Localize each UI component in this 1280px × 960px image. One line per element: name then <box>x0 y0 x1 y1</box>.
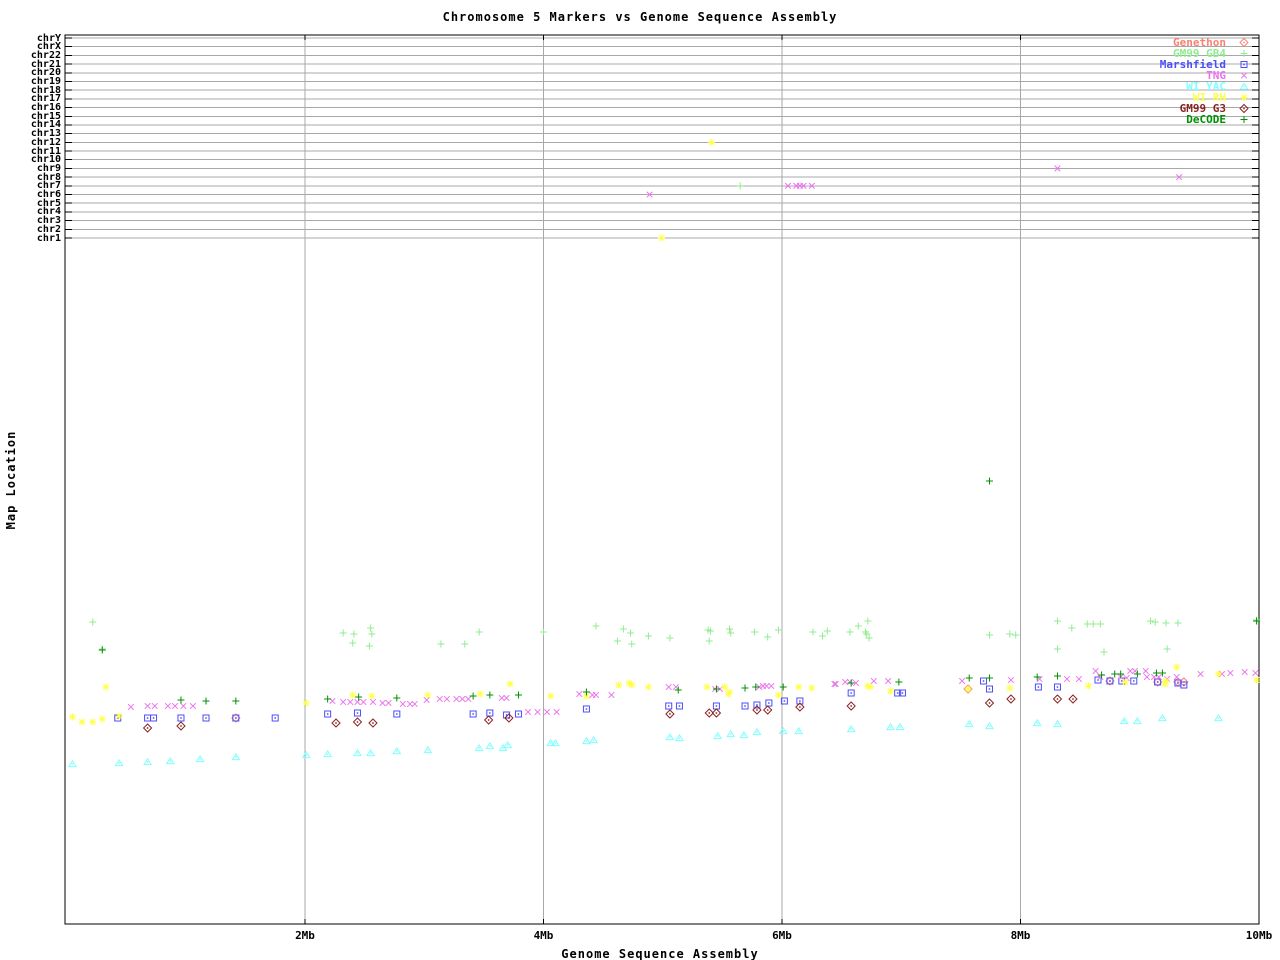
series-gm99-gb4 <box>89 182 1261 656</box>
legend-label: GM99 G3 <box>1179 102 1226 115</box>
x-tick-label: 6Mb <box>772 929 792 942</box>
y-tick-label: chr10 <box>30 154 61 166</box>
legend-entry: GM99 GB4 <box>1160 47 1250 60</box>
legend-entry: WI RH <box>1160 91 1250 104</box>
y-tick-label: chr2 <box>36 223 61 235</box>
series-wi-yac <box>67 713 1223 768</box>
y-tick-label: chr13 <box>30 128 61 140</box>
series-gm99-g3 <box>142 694 1078 733</box>
y-tick-label: chr20 <box>30 67 61 79</box>
y-tick-label: chr15 <box>30 110 61 122</box>
legend-label: GM99 GB4 <box>1173 47 1226 60</box>
y-tick-label: chr3 <box>36 215 61 227</box>
axis-ticks <box>65 35 1260 924</box>
chart-title: Chromosome 5 Markers vs Genome Sequence … <box>442 10 838 24</box>
legend-label: WI RH <box>1192 91 1226 104</box>
y-tick-label: chr4 <box>36 206 61 218</box>
legend-label: TNG <box>1206 69 1226 82</box>
x-tick-label: 4Mb <box>533 929 554 942</box>
y-tick-label: chr18 <box>30 84 61 96</box>
y-tick-label: chr17 <box>30 93 61 105</box>
gridlines <box>65 35 1259 924</box>
x-axis-title: Genome Sequence Assembly <box>561 947 759 960</box>
legend-label: Marshfield <box>1159 58 1226 71</box>
x-tick-label: 10Mb <box>1245 929 1273 942</box>
y-tick-label: chr16 <box>30 102 61 114</box>
y-tick-label: chr5 <box>36 197 61 209</box>
legend-label: DeCODE <box>1186 113 1226 126</box>
y-tick-label: chr22 <box>30 49 61 61</box>
x-tick-label: 8Mb <box>1010 929 1031 942</box>
y-tick-label: chr1 <box>36 232 61 244</box>
legend-entry: Marshfield <box>1159 58 1250 71</box>
plot-border <box>64 34 1260 925</box>
legend-marker-icon <box>1240 72 1248 79</box>
y-tick-label: chrX <box>36 41 61 53</box>
legend: Genethon GM99 GB4 Marshfield TNG WI YAC WI RH… <box>1159 36 1250 126</box>
y-tick-label: chr7 <box>36 180 61 192</box>
legend-marker-icon <box>1239 82 1249 90</box>
y-tick-label: chr12 <box>30 136 61 148</box>
x-tick-label: 2Mb <box>295 929 315 942</box>
legend-marker-icon <box>1239 103 1249 114</box>
legend-marker-icon <box>1240 50 1248 57</box>
legend-entry: TNG <box>1160 69 1250 82</box>
legend-marker-icon <box>1240 61 1248 68</box>
y-tick-label: chr11 <box>30 145 61 157</box>
legend-entry: GM99 G3 <box>1160 102 1250 115</box>
y-tick-label: chr14 <box>30 119 61 131</box>
y-tick-label: chr8 <box>36 171 61 183</box>
y-tick-label: chr6 <box>36 189 61 201</box>
legend-entry: Genethon <box>1160 36 1250 49</box>
legend-marker-icon <box>1239 37 1249 48</box>
series-marshfield <box>114 676 1188 722</box>
legend-entry: DeCODE <box>1160 113 1250 126</box>
y-tick-label: chr9 <box>36 162 61 174</box>
legend-label: Genethon <box>1173 36 1226 49</box>
legend-entry: WI YAC <box>1160 80 1250 93</box>
series-decode <box>98 477 1261 705</box>
series-wi-rh <box>68 138 1261 726</box>
y-tick-label: chr19 <box>30 75 61 87</box>
y-tick-label: chrY <box>36 32 61 44</box>
legend-marker-icon <box>1240 94 1248 101</box>
legend-label: WI YAC <box>1186 80 1226 93</box>
legend-marker-icon <box>1240 116 1248 123</box>
y-tick-label: chr21 <box>30 58 61 70</box>
series-tng <box>127 165 1259 716</box>
